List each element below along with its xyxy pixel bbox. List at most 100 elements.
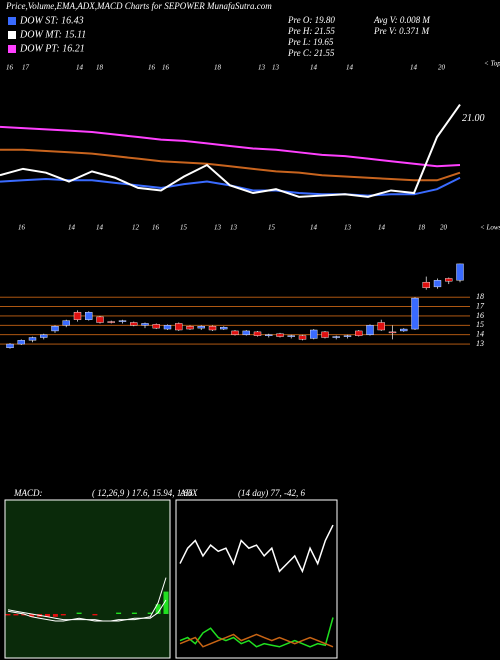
date-label: 13 (230, 224, 238, 232)
stat: Pre V: 0.371 M (373, 26, 430, 36)
candle-body (310, 329, 318, 339)
y-tick-label: 14 (476, 330, 484, 339)
candle-body (107, 321, 115, 323)
macd-histogram-bar (13, 614, 19, 616)
candle-body (366, 325, 374, 335)
stat: Pre H: 21.55 (287, 26, 335, 36)
date-label: 18 (214, 64, 222, 72)
macd-histogram-bar (21, 614, 27, 616)
date-label: 14 (410, 64, 418, 72)
candle-body (456, 263, 464, 281)
candle-body (411, 297, 419, 330)
candle-body (276, 333, 284, 337)
macd-histogram-bar (29, 614, 35, 617)
macd-line (7, 599, 167, 622)
y-tick-label: 13 (476, 339, 484, 348)
date-label: 14 (310, 224, 318, 232)
candle-body (265, 334, 273, 336)
candle-body (253, 331, 262, 336)
candle-body (400, 328, 408, 332)
legend-label: DOW ST: 16.43 (19, 15, 84, 26)
candle-body (231, 330, 239, 335)
date-label: 16 (6, 64, 14, 72)
candle-body (220, 326, 228, 330)
macd-histogram-bar (163, 591, 169, 614)
candle-body (332, 336, 340, 338)
date-label: 16 (148, 64, 156, 72)
date-label: 17 (22, 64, 30, 72)
macd-histogram-bar (52, 614, 58, 617)
candle-body (62, 320, 70, 326)
legend-swatch (8, 17, 16, 25)
date-label: 13 (272, 64, 280, 72)
macd-title: MACD: (13, 488, 43, 498)
date-label: 14 (68, 224, 76, 232)
candle-body (28, 337, 37, 341)
macd-histogram-bar (5, 614, 11, 616)
date-label: 12 (132, 224, 140, 232)
y-tick-label: 16 (476, 311, 484, 320)
macd-histogram-bar (60, 614, 66, 616)
series-line (0, 148, 461, 182)
candle-body (433, 280, 442, 288)
stat: Pre L: 19.65 (287, 37, 334, 47)
date-label: 16 (152, 224, 160, 232)
macd-frame (4, 499, 171, 659)
date-label: 18 (418, 224, 426, 232)
lows-label: < Lows (480, 224, 500, 232)
macd-histogram-bar (155, 604, 161, 614)
series-line (179, 524, 334, 574)
candle-body (152, 324, 160, 329)
date-label: 20 (440, 224, 448, 232)
candle-body (298, 335, 307, 340)
macd-histogram-bar (147, 612, 153, 614)
candle-body (388, 331, 397, 334)
candle-body (422, 281, 430, 289)
candle-body (445, 278, 453, 282)
date-label: 14 (378, 224, 386, 232)
macd-histogram-bar (131, 612, 137, 614)
y-tick-label: 17 (476, 301, 485, 310)
macd-histogram-bar (92, 614, 98, 616)
candle-body (96, 316, 104, 323)
date-label: 18 (96, 64, 104, 72)
legend-swatch (8, 31, 16, 39)
date-label: 15 (268, 224, 276, 232)
date-label: 20 (438, 64, 446, 72)
candle-body (141, 323, 149, 326)
date-label: 14 (346, 64, 354, 72)
adx-frame (175, 499, 338, 659)
candle-body (377, 322, 385, 331)
series-line (179, 617, 334, 648)
legend-swatch (8, 45, 16, 53)
date-label: 16 (18, 224, 26, 232)
macd-histogram-bar (45, 614, 50, 617)
candle-body (175, 323, 183, 331)
candle-body (208, 326, 217, 331)
legend-label: DOW PT: 16.21 (19, 43, 85, 54)
tops-label: < Tops (484, 60, 500, 68)
date-label: 13 (344, 224, 352, 232)
candle-body (85, 311, 93, 320)
macd-histogram-bar (76, 612, 82, 614)
candle-body (51, 326, 59, 332)
y-tick-label: 18 (476, 292, 484, 301)
candle-body (343, 335, 352, 337)
candle-body (242, 330, 250, 335)
y-tick-label: 15 (476, 320, 484, 329)
candle-body (6, 343, 14, 349)
date-label: 15 (180, 224, 188, 232)
stat: Avg V: 0.008 M (373, 15, 430, 25)
adx-params: (14 day) 77, -42, 6 (238, 488, 305, 498)
date-label: 14 (76, 64, 84, 72)
price-annotation: 21.00 (462, 113, 485, 124)
candle-body (197, 326, 205, 329)
candle-body (186, 326, 194, 330)
candle-body (355, 330, 363, 336)
candle-body (163, 325, 172, 330)
date-label: 16 (162, 64, 170, 72)
candle-body (118, 320, 127, 322)
candle-body (130, 322, 138, 326)
series-line (0, 104, 461, 198)
